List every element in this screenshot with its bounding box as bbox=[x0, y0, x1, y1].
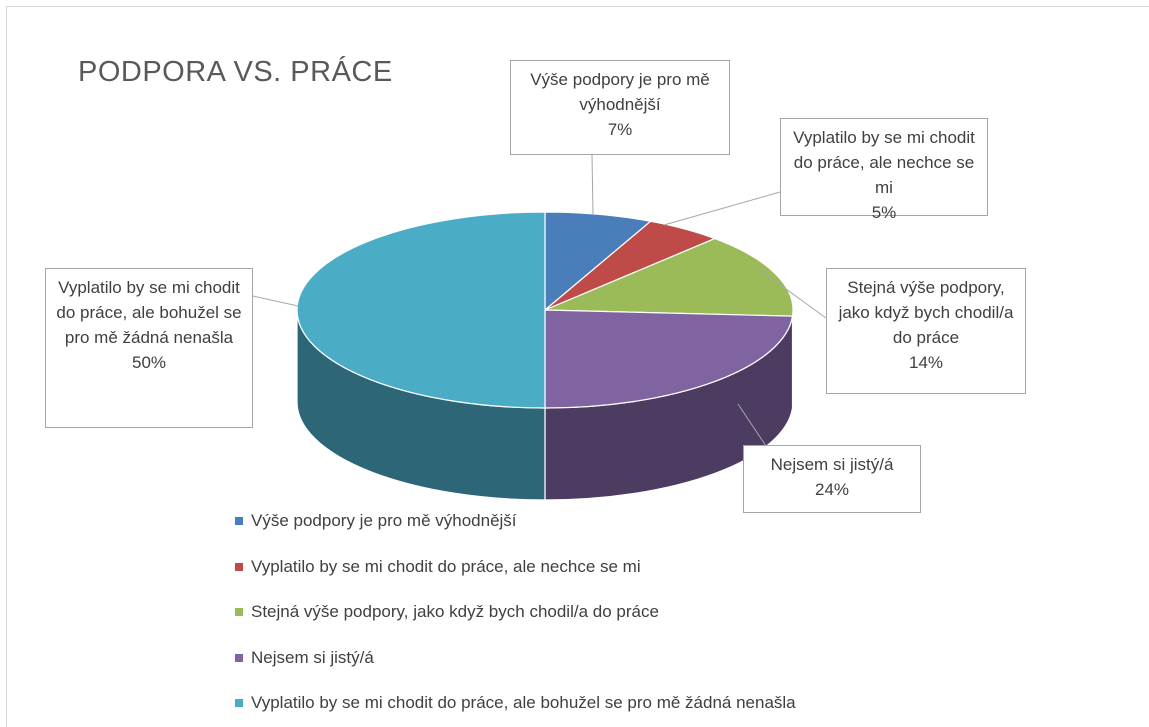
legend-swatch bbox=[235, 517, 243, 525]
legend-swatch bbox=[235, 699, 243, 707]
data-label-value: 7% bbox=[607, 120, 633, 139]
chart-title: PODPORA VS. PRÁCE bbox=[78, 56, 393, 88]
data-label-category: Vyplatilo by se mi chodit do práce, ale … bbox=[56, 278, 242, 347]
data-label-value: 24% bbox=[814, 480, 850, 499]
leader-line bbox=[663, 191, 781, 226]
legend-swatch bbox=[235, 562, 243, 571]
legend-item: Nejsem si jistý/á bbox=[235, 646, 374, 670]
data-label: Vyplatilo by se mi chodit do práce, ale … bbox=[780, 118, 988, 222]
slice bbox=[544, 211, 652, 312]
slice bbox=[544, 237, 794, 317]
slice bbox=[296, 211, 546, 409]
legend-label: Vyplatilo by se mi chodit do práce, ale … bbox=[251, 556, 641, 576]
leader-lines bbox=[252, 154, 827, 456]
legend-label: Vyplatilo by se mi chodit do práce, ale … bbox=[251, 693, 796, 712]
data-label: Vyplatilo by se mi chodit do práce, ale … bbox=[45, 268, 253, 428]
pie-tops bbox=[296, 211, 794, 409]
legend-swatch bbox=[235, 608, 243, 616]
leader-line bbox=[591, 154, 594, 215]
data-label-value: 5% bbox=[871, 203, 897, 222]
legend-label: Stejná výše podpory, jako když bych chod… bbox=[251, 602, 659, 621]
leader-line bbox=[759, 269, 827, 319]
data-label-category: Vyplatilo by se mi chodit do práce, ale … bbox=[793, 128, 975, 197]
leader-line bbox=[252, 295, 299, 307]
legend-item: Stejná výše podpory, jako když bych chod… bbox=[235, 600, 659, 624]
data-label: Nejsem si jistý/á 24% bbox=[743, 445, 921, 513]
data-label-category: Nejsem si jistý/á bbox=[770, 455, 894, 474]
legend-item: Výše podpory je pro mě výhodnější bbox=[235, 509, 517, 533]
legend-item: Vyplatilo by se mi chodit do práce, ale … bbox=[235, 691, 796, 715]
legend-label: Nejsem si jistý/á bbox=[251, 647, 374, 667]
data-label: Výše podpory je pro mě výhodnější 7% bbox=[510, 60, 730, 155]
data-label-category: Stejná výše podpory, jako když bych chod… bbox=[838, 278, 1014, 347]
chart-frame bbox=[6, 6, 1149, 727]
data-label: Stejná výše podpory, jako když bych chod… bbox=[826, 268, 1026, 394]
slice bbox=[544, 309, 794, 409]
data-label-category: Výše podpory je pro mě výhodnější bbox=[530, 70, 710, 114]
legend-label: Výše podpory je pro mě výhodnější bbox=[251, 511, 517, 530]
data-label-value: 50% bbox=[131, 353, 167, 372]
legend-swatch bbox=[235, 653, 243, 662]
data-label-value: 14% bbox=[908, 353, 944, 372]
legend-item: Vyplatilo by se mi chodit do práce, ale … bbox=[235, 555, 641, 579]
